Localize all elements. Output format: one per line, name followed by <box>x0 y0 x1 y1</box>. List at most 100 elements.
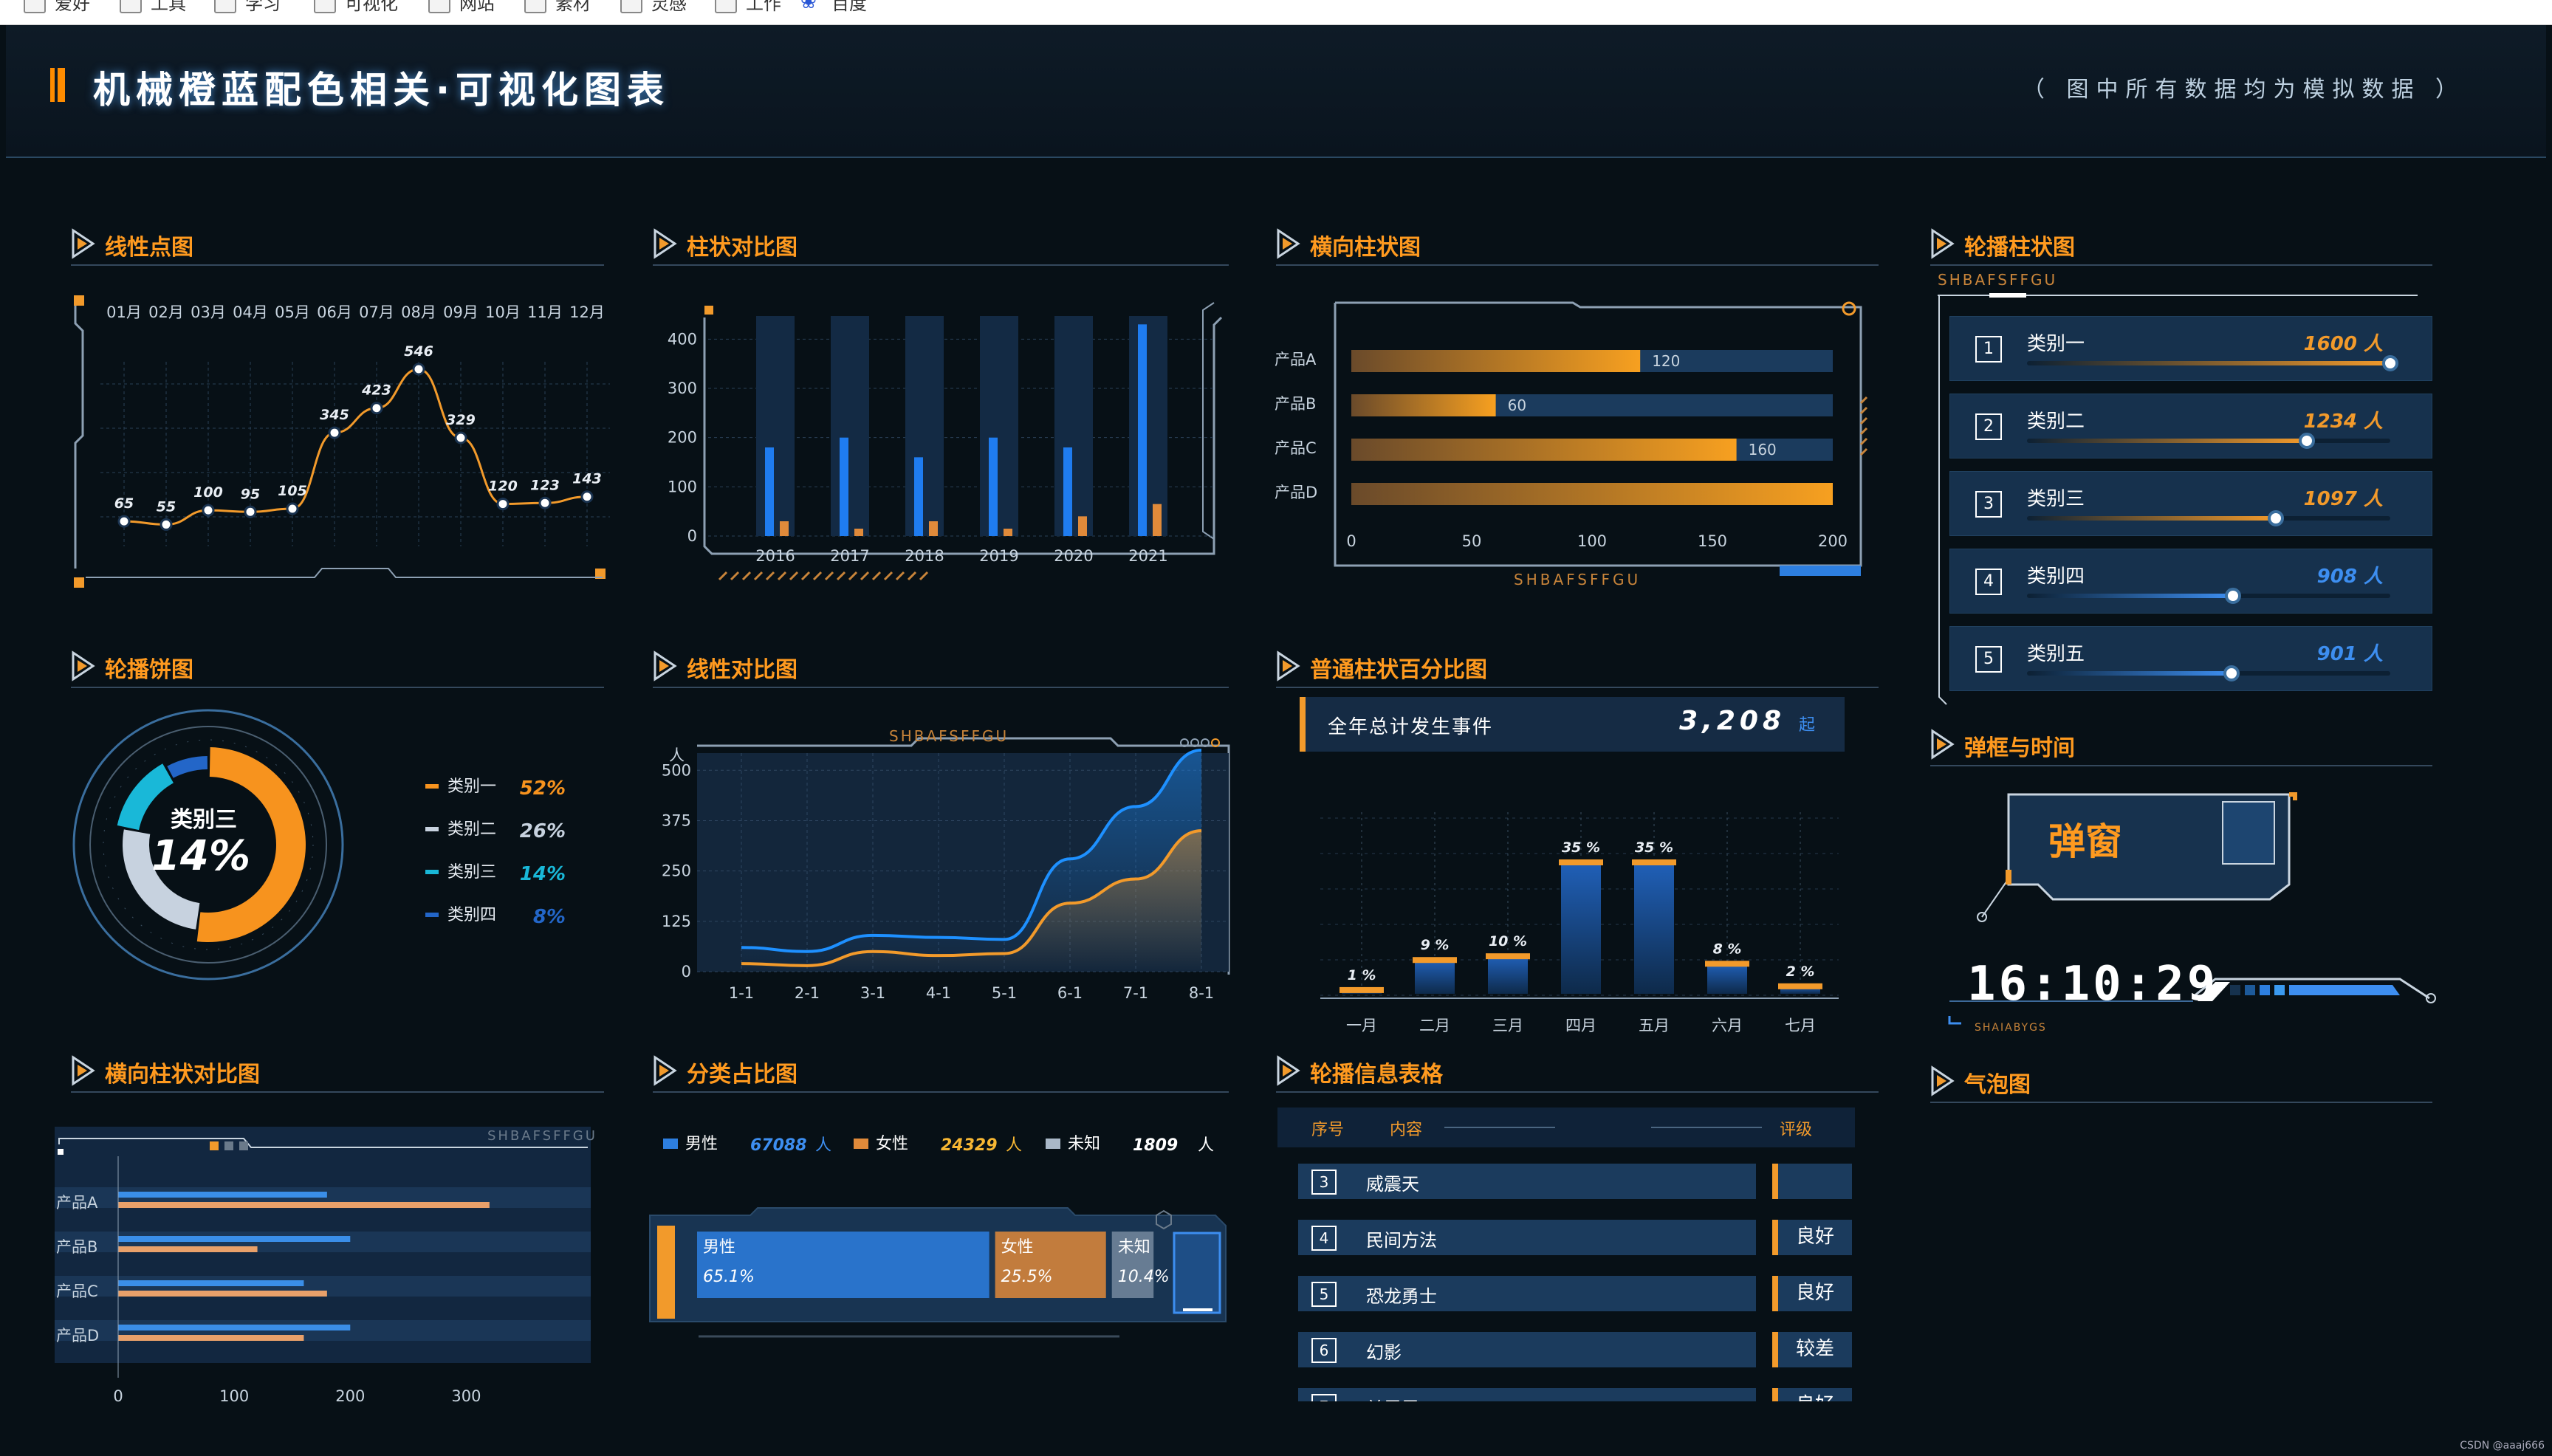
x-tick-label: 2017 <box>830 547 869 565</box>
y-tick-label: 400 <box>668 330 697 348</box>
frame-corner <box>595 569 606 579</box>
panel-title-bubble: 气泡图 <box>1930 1059 2432 1103</box>
card-knob <box>2268 510 2285 526</box>
bookmark-5[interactable]: 素材 <box>524 0 591 15</box>
deco-hatch <box>718 571 728 581</box>
y-tick-label: 产品B <box>1275 395 1316 413</box>
deco-hatch <box>1859 437 1868 446</box>
panel-title-text: 轮播柱状图 <box>1964 235 2075 261</box>
header-accent-bar <box>50 68 65 102</box>
bookmark-0[interactable]: 爱好 <box>24 0 90 15</box>
card-number: 4 <box>1975 569 2002 595</box>
bookmark-3[interactable]: 可视化 <box>314 0 398 15</box>
bar <box>1351 350 1641 372</box>
bookmark-6[interactable]: 灵感 <box>620 0 687 15</box>
x-tick-label: 04月 <box>233 303 268 321</box>
legend-unit: 人 <box>1006 1136 1022 1155</box>
clock-frame <box>1948 978 2436 1025</box>
legend-swatch <box>1046 1139 1060 1149</box>
row-rate: 良好 <box>1772 1276 1852 1311</box>
data-label: 345 <box>320 407 349 423</box>
data-label: 1 % <box>1348 967 1376 983</box>
play-icon <box>72 650 95 681</box>
x-tick-label: 200 <box>1818 532 1848 550</box>
card-value: 901 人 <box>2316 643 2383 665</box>
deco-hatch <box>836 571 846 581</box>
bar <box>1780 986 1820 994</box>
table-header-rate: 评级 <box>1780 1121 1813 1139</box>
pie-slice <box>117 763 174 831</box>
data-point <box>328 426 341 439</box>
frame-dot <box>1211 738 1220 747</box>
y-tick-label: 250 <box>662 862 691 880</box>
legend-name: 类别三 <box>447 863 496 882</box>
bar-series-2 <box>118 1335 304 1341</box>
x-tick-label: 四月 <box>1565 1017 1596 1034</box>
deco-hatch <box>812 571 823 581</box>
card-name: 类别一 <box>2027 333 2085 355</box>
x-tick-label: 2020 <box>1054 547 1093 565</box>
data-point <box>117 515 131 528</box>
bookmark-4[interactable]: 网站 <box>428 0 495 15</box>
popup-frame <box>1977 792 2297 922</box>
row-number: 4 <box>1311 1226 1337 1251</box>
card-track <box>2027 665 2390 681</box>
panel-title-carousel-bar: 轮播柱状图 <box>1930 222 2432 266</box>
deco-hatch <box>741 571 752 581</box>
panel-title-carousel-table: 轮播信息表格 <box>1276 1048 1879 1093</box>
panel-title-text: 柱状对比图 <box>687 235 798 261</box>
frame-dot <box>1190 738 1199 747</box>
card-value: 1097 人 <box>2303 488 2383 510</box>
x-tick-label: 2-1 <box>795 984 820 1002</box>
hbar-chart: SHBAFSFFGU 0 50 100 150 200 产品A 120 产品B 60 产品C 160 产… <box>1275 301 1868 588</box>
y-tick-label: 0 <box>687 527 697 545</box>
outer-ring <box>72 709 344 981</box>
pie-slice <box>167 756 207 778</box>
bar <box>1561 862 1601 994</box>
card-number: 2 <box>1975 413 2002 440</box>
series-area <box>741 831 1201 972</box>
deco-hatch <box>1859 406 1868 415</box>
panel-title-carousel-pie: 轮播饼图 <box>71 644 604 688</box>
x-tick-label: 300 <box>451 1387 481 1405</box>
panel-title-text: 线性对比图 <box>687 657 798 683</box>
card-number: 3 <box>1975 491 2002 518</box>
y-tick-label: 产品C <box>1275 439 1317 457</box>
bar-cap <box>1705 961 1749 967</box>
bookmark-7[interactable]: 工作 <box>715 0 781 15</box>
bookmark-2[interactable]: 学习 <box>214 0 281 15</box>
y-tick-label: 0 <box>682 963 691 981</box>
deco-hatch <box>919 571 929 581</box>
table-header-content: 内容 <box>1390 1121 1423 1139</box>
play-icon <box>654 650 677 681</box>
x-tick-label: 7-1 <box>1123 984 1148 1002</box>
y-tick-label: 产品B <box>56 1238 97 1256</box>
deco-hatch <box>871 571 882 581</box>
play-icon <box>1277 650 1300 681</box>
bar-cap <box>1559 859 1603 865</box>
x-tick-label: 03月 <box>191 303 226 321</box>
carousel-bar-card: 2 类别二 1234 人 <box>1949 394 2432 459</box>
bar-background <box>980 316 1018 536</box>
bar-compare-chart: 0 100 200 300 400 2016 2017 2018 2019 2020 2021 <box>668 302 1223 581</box>
frame-line <box>86 568 603 578</box>
table-fade-mask <box>1277 1401 1868 1456</box>
bookmark-1[interactable]: 工具 <box>120 0 186 15</box>
deco-hatch <box>1859 427 1868 436</box>
deco-hatch <box>824 571 834 581</box>
ratio-segment <box>1111 1232 1154 1298</box>
card-knob <box>2299 433 2316 449</box>
frame-corner <box>74 577 84 588</box>
bar <box>1415 960 1455 994</box>
y-tick-label: 产品D <box>1275 484 1317 501</box>
row-content: 威震天 <box>1366 1174 1419 1195</box>
table-row: 6 幻影 <box>1298 1332 1756 1367</box>
card-number: 1 <box>1975 336 2002 363</box>
bookmark-8[interactable]: 百度 <box>800 0 867 15</box>
x-tick-label: 4-1 <box>926 984 951 1002</box>
deco-hatch <box>789 571 799 581</box>
x-tick-label: 1-1 <box>729 984 754 1002</box>
legend-swatch <box>425 913 439 917</box>
bar <box>1351 483 1833 505</box>
table-header-no: 序号 <box>1311 1121 1345 1139</box>
